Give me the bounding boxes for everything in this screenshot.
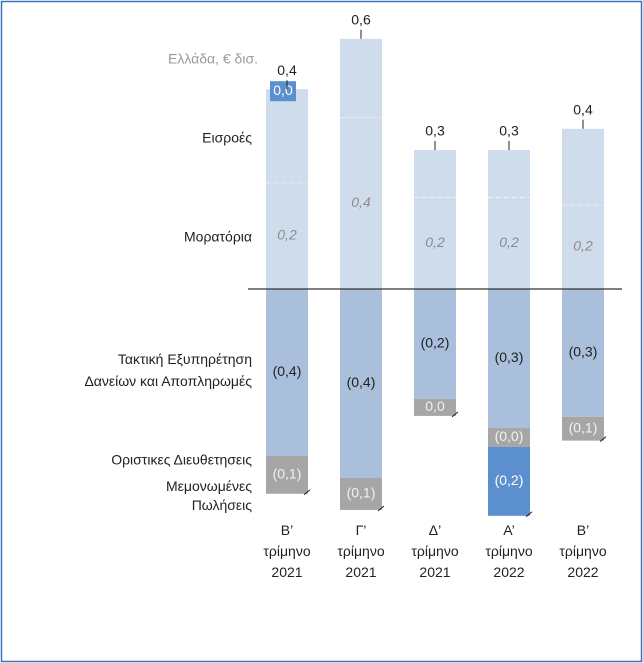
total-label: 0,3: [425, 123, 445, 139]
bar-segment: [414, 149, 456, 198]
bar-segment: [414, 289, 456, 399]
value-label: 0,2: [499, 234, 519, 250]
value-label: (0,4): [347, 374, 376, 390]
value-label: (0,3): [569, 344, 598, 360]
bar-segment: [488, 197, 530, 289]
value-label: 0,2: [277, 227, 297, 243]
value-label: 0,0: [273, 82, 293, 98]
end-tick: [599, 436, 607, 443]
x-tick-label: Δ’ τρίμηνο 2021: [411, 522, 458, 580]
series-name: Εισροές: [202, 130, 252, 146]
total-label: 0,6: [351, 12, 371, 28]
bar-segment: [488, 289, 530, 429]
bar-segment: [340, 117, 382, 289]
series-name: Μορατόρια: [184, 229, 252, 245]
bar-segment: [562, 289, 604, 417]
label-background: [270, 81, 296, 102]
bar-segment: [266, 289, 308, 456]
bar-segment: [340, 38, 382, 118]
end-tick: [303, 489, 311, 496]
bar-segment: [488, 428, 530, 447]
bar-segment: [266, 89, 308, 183]
total-label: 0,4: [573, 102, 593, 118]
value-label: (0,2): [495, 472, 524, 488]
chart-subtitle: Ελλάδα, € δισ.: [168, 51, 258, 67]
bar-segment: [488, 149, 530, 198]
value-label: (0,4): [273, 363, 302, 379]
bar-segment: [340, 478, 382, 510]
bar-segment: [266, 455, 308, 494]
value-label: (0,2): [421, 335, 450, 351]
end-tick: [451, 411, 459, 418]
bar-segment: [562, 204, 604, 289]
x-tick-label: Β’ τρίμηνο 2022: [559, 522, 606, 580]
value-label: 0,4: [351, 194, 371, 210]
value-label: 0,0: [425, 398, 445, 414]
end-tick: [377, 505, 385, 512]
series-name: Μεμονωμένες Πωλήσεις: [166, 478, 252, 513]
bar-segment: [562, 416, 604, 441]
bar-segment: [562, 128, 604, 205]
x-tick-label: Γ’ τρίμηνο 2021: [337, 522, 384, 580]
series-name: Τακτική Εξυπηρέτηση Δανείων και Αποπληρωμ…: [84, 351, 252, 389]
value-label: (0,1): [569, 419, 598, 435]
bar-segment: [414, 197, 456, 289]
x-tick-label: Β’ τρίμηνο 2021: [263, 522, 310, 580]
x-tick-label: Α’ τρίμηνο 2022: [485, 522, 532, 580]
bar-segment: [414, 398, 456, 416]
value-label: 0,2: [573, 238, 593, 254]
bar-segment: [488, 446, 530, 516]
value-label: (0,0): [495, 428, 524, 444]
bar-segment: [340, 289, 382, 478]
series-name: Οριστικες Διευθετησεις: [111, 452, 252, 468]
value-label: (0,1): [347, 485, 376, 501]
bar-segment: [266, 182, 308, 289]
total-label: 0,3: [499, 123, 519, 139]
value-label: (0,1): [273, 466, 302, 482]
value-label: 0,2: [425, 234, 445, 250]
end-tick: [525, 511, 533, 518]
value-label: (0,3): [495, 349, 524, 365]
total-label: 0,4: [277, 62, 297, 78]
